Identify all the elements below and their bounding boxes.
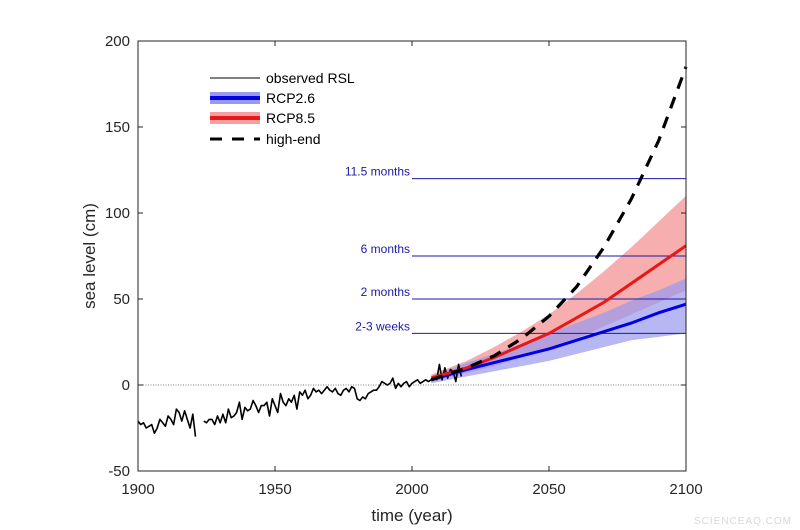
legend-label-rcp85: RCP8.5 — [266, 110, 315, 126]
y-tick-label: 50 — [113, 291, 130, 308]
y-tick-label: 100 — [105, 205, 130, 222]
observed-rsl-line — [137, 363, 463, 437]
x-axis-label: time (year) — [371, 506, 452, 525]
y-tick-label: 200 — [105, 33, 130, 50]
y-axis-label: sea level (cm) — [80, 203, 99, 309]
threshold-label: 11.5 months — [345, 165, 410, 179]
y-tick-label: 0 — [122, 377, 130, 394]
x-tick-label: 1900 — [121, 481, 154, 498]
y-tick-label: 150 — [105, 119, 130, 136]
watermark: SCIENCEAQ.COM — [694, 516, 792, 527]
legend: observed RSL RCP2.6 RCP8.5 high-end — [210, 70, 355, 147]
threshold-label: 2 months — [361, 285, 410, 299]
threshold-label: 6 months — [361, 242, 410, 256]
legend-label-high-end: high-end — [266, 131, 321, 147]
legend-label-observed: observed RSL — [266, 70, 355, 86]
legend-label-rcp26: RCP2.6 — [266, 90, 315, 106]
x-tick-label: 1950 — [258, 481, 291, 498]
x-tick-label: 2000 — [395, 481, 428, 498]
x-tick-label: 2050 — [532, 481, 565, 498]
high-end-line — [430, 66, 688, 382]
x-tick-label: 2100 — [669, 481, 702, 498]
threshold-label: 2-3 weeks — [355, 319, 410, 333]
rcp26-line — [430, 302, 687, 382]
y-tick-label: -50 — [108, 463, 130, 480]
